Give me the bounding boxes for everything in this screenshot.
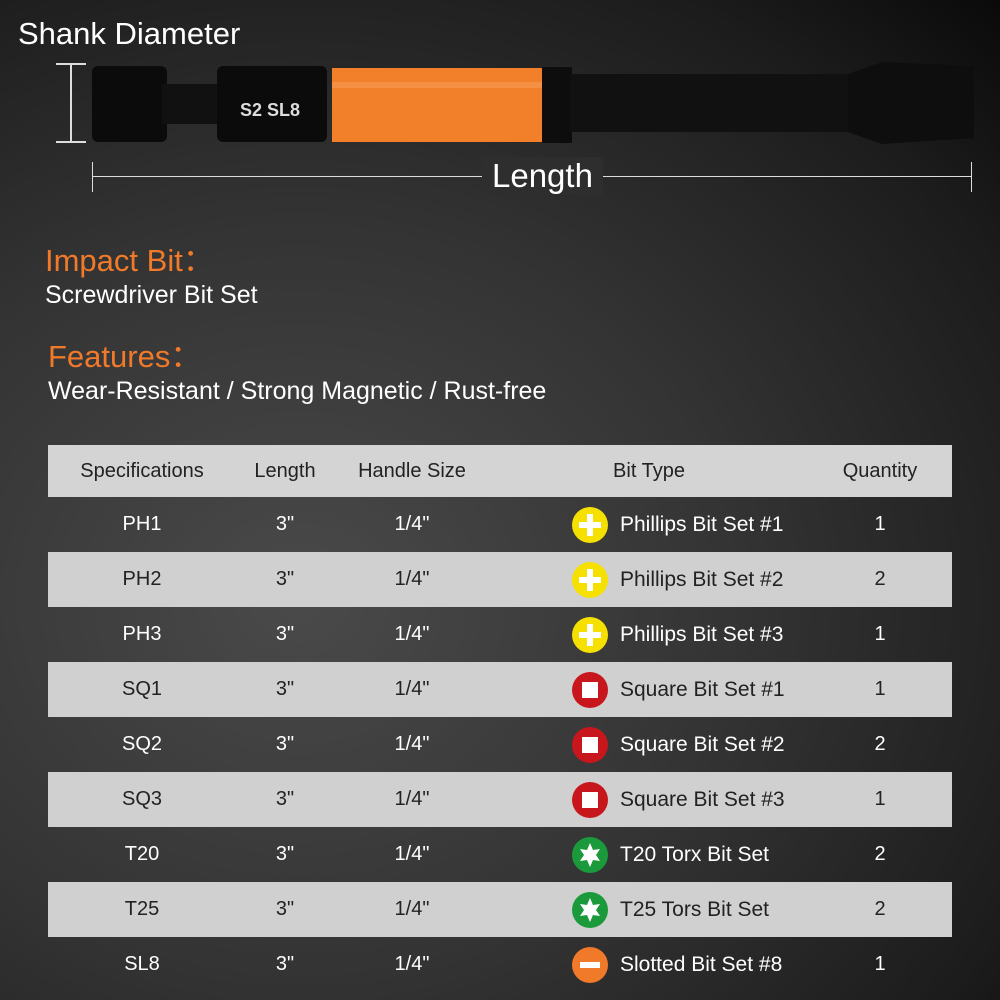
bit-type-cell: T20 Torx Bit Set	[490, 827, 808, 882]
length-cell: 3"	[275, 953, 295, 975]
length-cell: 3"	[275, 623, 295, 645]
bit-type-cell: Square Bit Set #3	[490, 772, 808, 827]
header-handle: Handle Size	[334, 445, 490, 497]
quantity-cell: 1	[808, 772, 952, 827]
handle-cell: 1/4"	[394, 513, 430, 535]
torx-icon	[572, 836, 608, 873]
bit-type-cell: Phillips Bit Set #3	[490, 607, 808, 662]
spec-table: Specifications Length Handle Size Bit Ty…	[48, 445, 952, 992]
table-row: PH1 3" 1/4" Phillips Bit Set #1 1	[48, 497, 952, 552]
header-length: Length	[236, 445, 334, 497]
table-row: SQ1 3" 1/4" Square Bit Set #1 1	[48, 662, 952, 717]
spec-cell: PH2	[48, 552, 236, 607]
length-cell: 3"	[275, 733, 295, 755]
length-cell: 3"	[236, 772, 334, 827]
length-tick-left	[92, 162, 93, 192]
bit-type-text: Phillips Bit Set #1	[620, 512, 784, 536]
table-row: T25 3" 1/4" T25 Tors Bit Set 2	[48, 882, 952, 937]
torx-icon	[572, 891, 608, 928]
bit-type-text: Phillips Bit Set #3	[620, 622, 784, 646]
bit-type-text: Phillips Bit Set #2	[620, 567, 784, 591]
square-icon	[572, 671, 608, 708]
table-row: SQ2 3" 1/4" Square Bit Set #2 2	[48, 717, 952, 772]
length-cell: 3"	[275, 843, 295, 865]
handle-cell: 1/4"	[334, 552, 490, 607]
handle-cell: 1/4"	[394, 953, 430, 975]
bit-type-text: Square Bit Set #2	[620, 732, 785, 756]
bit-type-cell: Square Bit Set #1	[490, 662, 808, 717]
length-cell: 3"	[236, 552, 334, 607]
square-icon	[572, 781, 608, 818]
features-text: Wear-Resistant / Strong Magnetic / Rust-…	[48, 377, 547, 405]
bit-type-cell: Phillips Bit Set #2	[490, 552, 808, 607]
table-header: Specifications Length Handle Size Bit Ty…	[48, 445, 952, 497]
quantity-cell: 1	[874, 513, 886, 535]
header-quantity: Quantity	[808, 445, 952, 497]
bit-marking: S2 SL8	[240, 100, 300, 120]
handle-cell: 1/4"	[394, 623, 430, 645]
shank-diameter-bracket	[56, 63, 86, 143]
handle-cell: 1/4"	[334, 882, 490, 937]
spec-cell: SQ3	[48, 772, 236, 827]
bit-type-text: Square Bit Set #1	[620, 677, 785, 701]
spec-cell: SL8	[124, 953, 160, 975]
handle-cell: 1/4"	[394, 843, 430, 865]
quantity-cell: 2	[874, 843, 886, 865]
bit-type-cell: T25 Tors Bit Set	[490, 882, 808, 937]
slotted-icon	[572, 946, 608, 983]
square-icon	[572, 726, 608, 763]
bit-type-cell: Square Bit Set #2	[490, 717, 808, 772]
bit-type-text: Slotted Bit Set #8	[620, 952, 783, 976]
header-spec: Specifications	[48, 445, 236, 497]
table-row: T20 3" 1/4" T20 Torx Bit Set 2	[48, 827, 952, 882]
quantity-cell: 1	[874, 623, 886, 645]
bit-type-cell: Slotted Bit Set #8	[490, 937, 808, 992]
quantity-cell: 1	[808, 662, 952, 717]
spec-cell: PH3	[122, 623, 162, 645]
spec-cell: T25	[48, 882, 236, 937]
table-row: SQ3 3" 1/4" Square Bit Set #3 1	[48, 772, 952, 827]
table-row: PH2 3" 1/4" Phillips Bit Set #2 2	[48, 552, 952, 607]
length-label: Length	[482, 157, 603, 195]
length-cell: 3"	[236, 882, 334, 937]
quantity-cell: 2	[808, 882, 952, 937]
length-cell: 3"	[275, 513, 295, 535]
impact-bit-heading: Impact Bit：	[45, 243, 214, 278]
length-cell: 3"	[236, 662, 334, 717]
bit-type-text: Square Bit Set #3	[620, 787, 785, 811]
length-tick-right	[971, 162, 972, 192]
quantity-cell: 2	[808, 552, 952, 607]
bit-type-text: T25 Tors Bit Set	[620, 897, 770, 921]
spec-cell: SQ2	[121, 733, 163, 755]
phillips-icon	[572, 506, 608, 543]
handle-cell: 1/4"	[334, 662, 490, 717]
handle-cell: 1/4"	[334, 772, 490, 827]
shank-diameter-label: Shank Diameter	[18, 16, 241, 51]
bit-type-text: T20 Torx Bit Set	[620, 842, 770, 866]
features-heading: Features：	[48, 339, 202, 374]
spec-cell: T20	[124, 843, 160, 865]
impact-bit-text: Screwdriver Bit Set	[45, 281, 258, 309]
spec-cell: SQ1	[48, 662, 236, 717]
table-row: PH3 3" 1/4" Phillips Bit Set #3 1	[48, 607, 952, 662]
phillips-icon	[572, 616, 608, 653]
screwdriver-bit-image: S2 SL8	[92, 62, 974, 144]
spec-cell: PH1	[122, 513, 162, 535]
quantity-cell: 1	[874, 953, 886, 975]
bit-type-cell: Phillips Bit Set #1	[490, 497, 808, 552]
table-row: SL8 3" 1/4" Slotted Bit Set #8 1	[48, 937, 952, 992]
phillips-icon	[572, 561, 608, 598]
header-bit-type: Bit Type	[490, 445, 808, 497]
quantity-cell: 2	[874, 733, 886, 755]
handle-cell: 1/4"	[394, 733, 430, 755]
